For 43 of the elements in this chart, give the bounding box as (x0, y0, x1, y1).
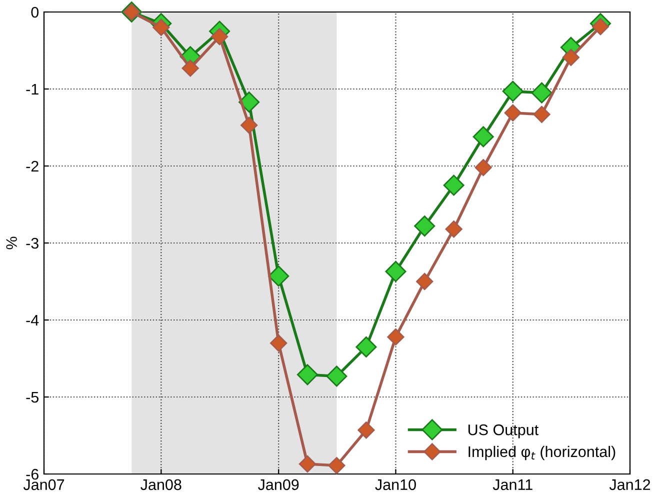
point (328, 456, 346, 474)
point (270, 334, 288, 352)
point (238, 92, 260, 113)
point (531, 82, 552, 104)
x-tick-label: Jan11 (492, 479, 532, 490)
x-tick-label: Jan09 (258, 479, 299, 490)
point (298, 455, 316, 473)
point (385, 260, 406, 282)
point (474, 158, 492, 176)
point (152, 18, 170, 36)
legend-label: Implied φ$_{t}$ (horizontal) (468, 446, 616, 460)
y-tick-label: -2 (26, 160, 38, 172)
point (592, 18, 610, 36)
y-tick-label: -1 (26, 84, 38, 95)
x-tick-label: Jan12 (609, 479, 650, 490)
point (326, 366, 348, 387)
point (296, 364, 318, 386)
y-tick-label: -6 (26, 468, 38, 480)
point (502, 80, 524, 102)
point (182, 60, 199, 77)
y-tick-label: -3 (26, 238, 38, 249)
point (533, 106, 550, 123)
point (416, 272, 434, 290)
x-tick-label: Jan10 (375, 479, 416, 490)
y-tick-label: -5 (26, 392, 38, 403)
x-tick-label: Jan07 (23, 479, 64, 490)
point (504, 104, 522, 122)
point (414, 216, 436, 237)
point (387, 328, 404, 346)
legend-label: US Output (468, 424, 539, 438)
y-tick-label: 0 (31, 6, 39, 18)
x-tick-label: Jan08 (140, 479, 182, 490)
point (356, 336, 377, 358)
point (210, 28, 228, 46)
point (445, 220, 462, 238)
y-tick-label: -4 (26, 315, 39, 326)
point (240, 116, 258, 134)
point (472, 126, 494, 148)
y-axis-title: % (6, 236, 17, 250)
point (358, 422, 375, 439)
point (443, 174, 464, 196)
point (268, 266, 290, 287)
point (562, 48, 580, 66)
